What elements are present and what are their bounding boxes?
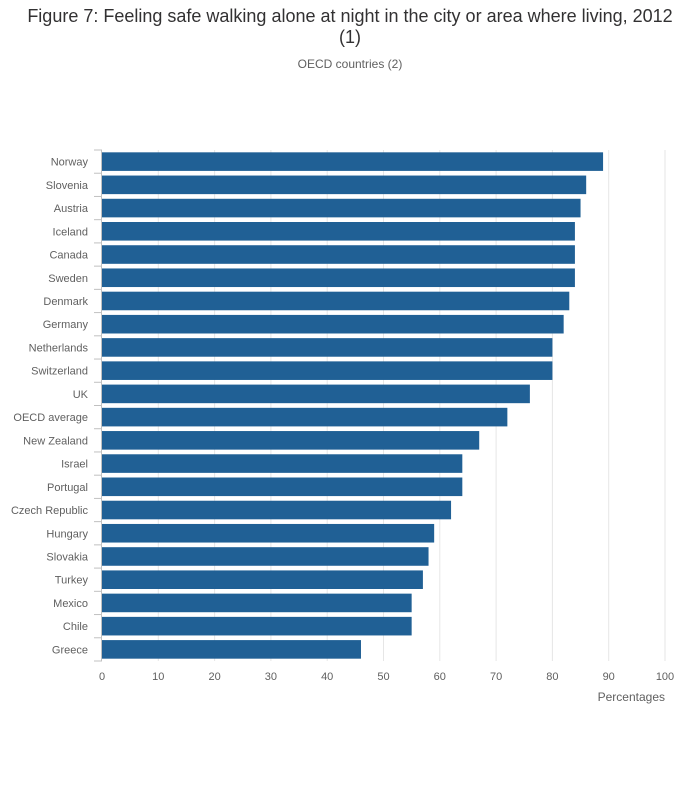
x-tick-label: 40 xyxy=(321,671,333,683)
bar xyxy=(102,593,412,613)
x-axis-title: Percentages xyxy=(598,690,665,704)
category-label: Sweden xyxy=(48,273,88,285)
category-label: Slovenia xyxy=(46,180,89,192)
category-label: OECD average xyxy=(13,412,88,424)
category-label: UK xyxy=(73,389,89,401)
bar xyxy=(102,500,452,520)
category-label: Greece xyxy=(52,644,88,656)
bar xyxy=(102,361,553,380)
x-tick-label: 10 xyxy=(152,671,164,683)
bar xyxy=(102,570,423,589)
x-tick-label: 90 xyxy=(603,671,615,683)
bar xyxy=(102,523,435,543)
bar xyxy=(102,454,463,473)
bar xyxy=(102,640,361,659)
bar xyxy=(102,291,570,311)
bar xyxy=(102,407,508,427)
bar xyxy=(102,222,575,241)
bar xyxy=(102,547,429,566)
bar xyxy=(102,268,575,288)
bar xyxy=(102,431,480,450)
chart-title: Figure 7: Feeling safe walking alone at … xyxy=(27,6,673,47)
category-label: Hungary xyxy=(46,528,88,540)
category-label: Norway xyxy=(51,157,89,169)
x-tick-label: 0 xyxy=(99,671,105,683)
category-label: Chile xyxy=(63,621,88,633)
category-label: Czech Republic xyxy=(11,505,89,517)
chart-subtitle: OECD countries (2) xyxy=(297,57,403,71)
bar xyxy=(102,245,575,264)
bar xyxy=(102,198,581,218)
category-label: Switzerland xyxy=(31,366,88,378)
category-label: Canada xyxy=(49,250,88,262)
category-label: Turkey xyxy=(55,575,89,587)
category-label: Netherlands xyxy=(29,342,89,354)
bar xyxy=(102,477,463,497)
bar xyxy=(102,314,564,334)
category-label: Germany xyxy=(43,319,89,331)
x-tick-label: 30 xyxy=(265,671,277,683)
category-label: Slovakia xyxy=(46,551,88,563)
x-tick-label: 60 xyxy=(434,671,446,683)
bar xyxy=(102,384,530,404)
x-tick-label: 100 xyxy=(656,671,674,683)
category-label: Austria xyxy=(54,203,89,215)
category-label: New Zealand xyxy=(23,435,88,447)
bar xyxy=(102,152,604,171)
x-tick-label: 50 xyxy=(377,671,389,683)
bar xyxy=(102,338,553,357)
category-label: Portugal xyxy=(47,482,88,494)
category-label: Denmark xyxy=(43,296,88,308)
x-tick-label: 20 xyxy=(208,671,220,683)
x-tick-label: 70 xyxy=(490,671,502,683)
x-tick-label: 80 xyxy=(546,671,558,683)
bar xyxy=(102,616,412,636)
category-label: Israel xyxy=(61,459,88,471)
bar xyxy=(102,175,587,195)
category-label: Iceland xyxy=(53,226,88,238)
category-label: Mexico xyxy=(53,598,88,610)
